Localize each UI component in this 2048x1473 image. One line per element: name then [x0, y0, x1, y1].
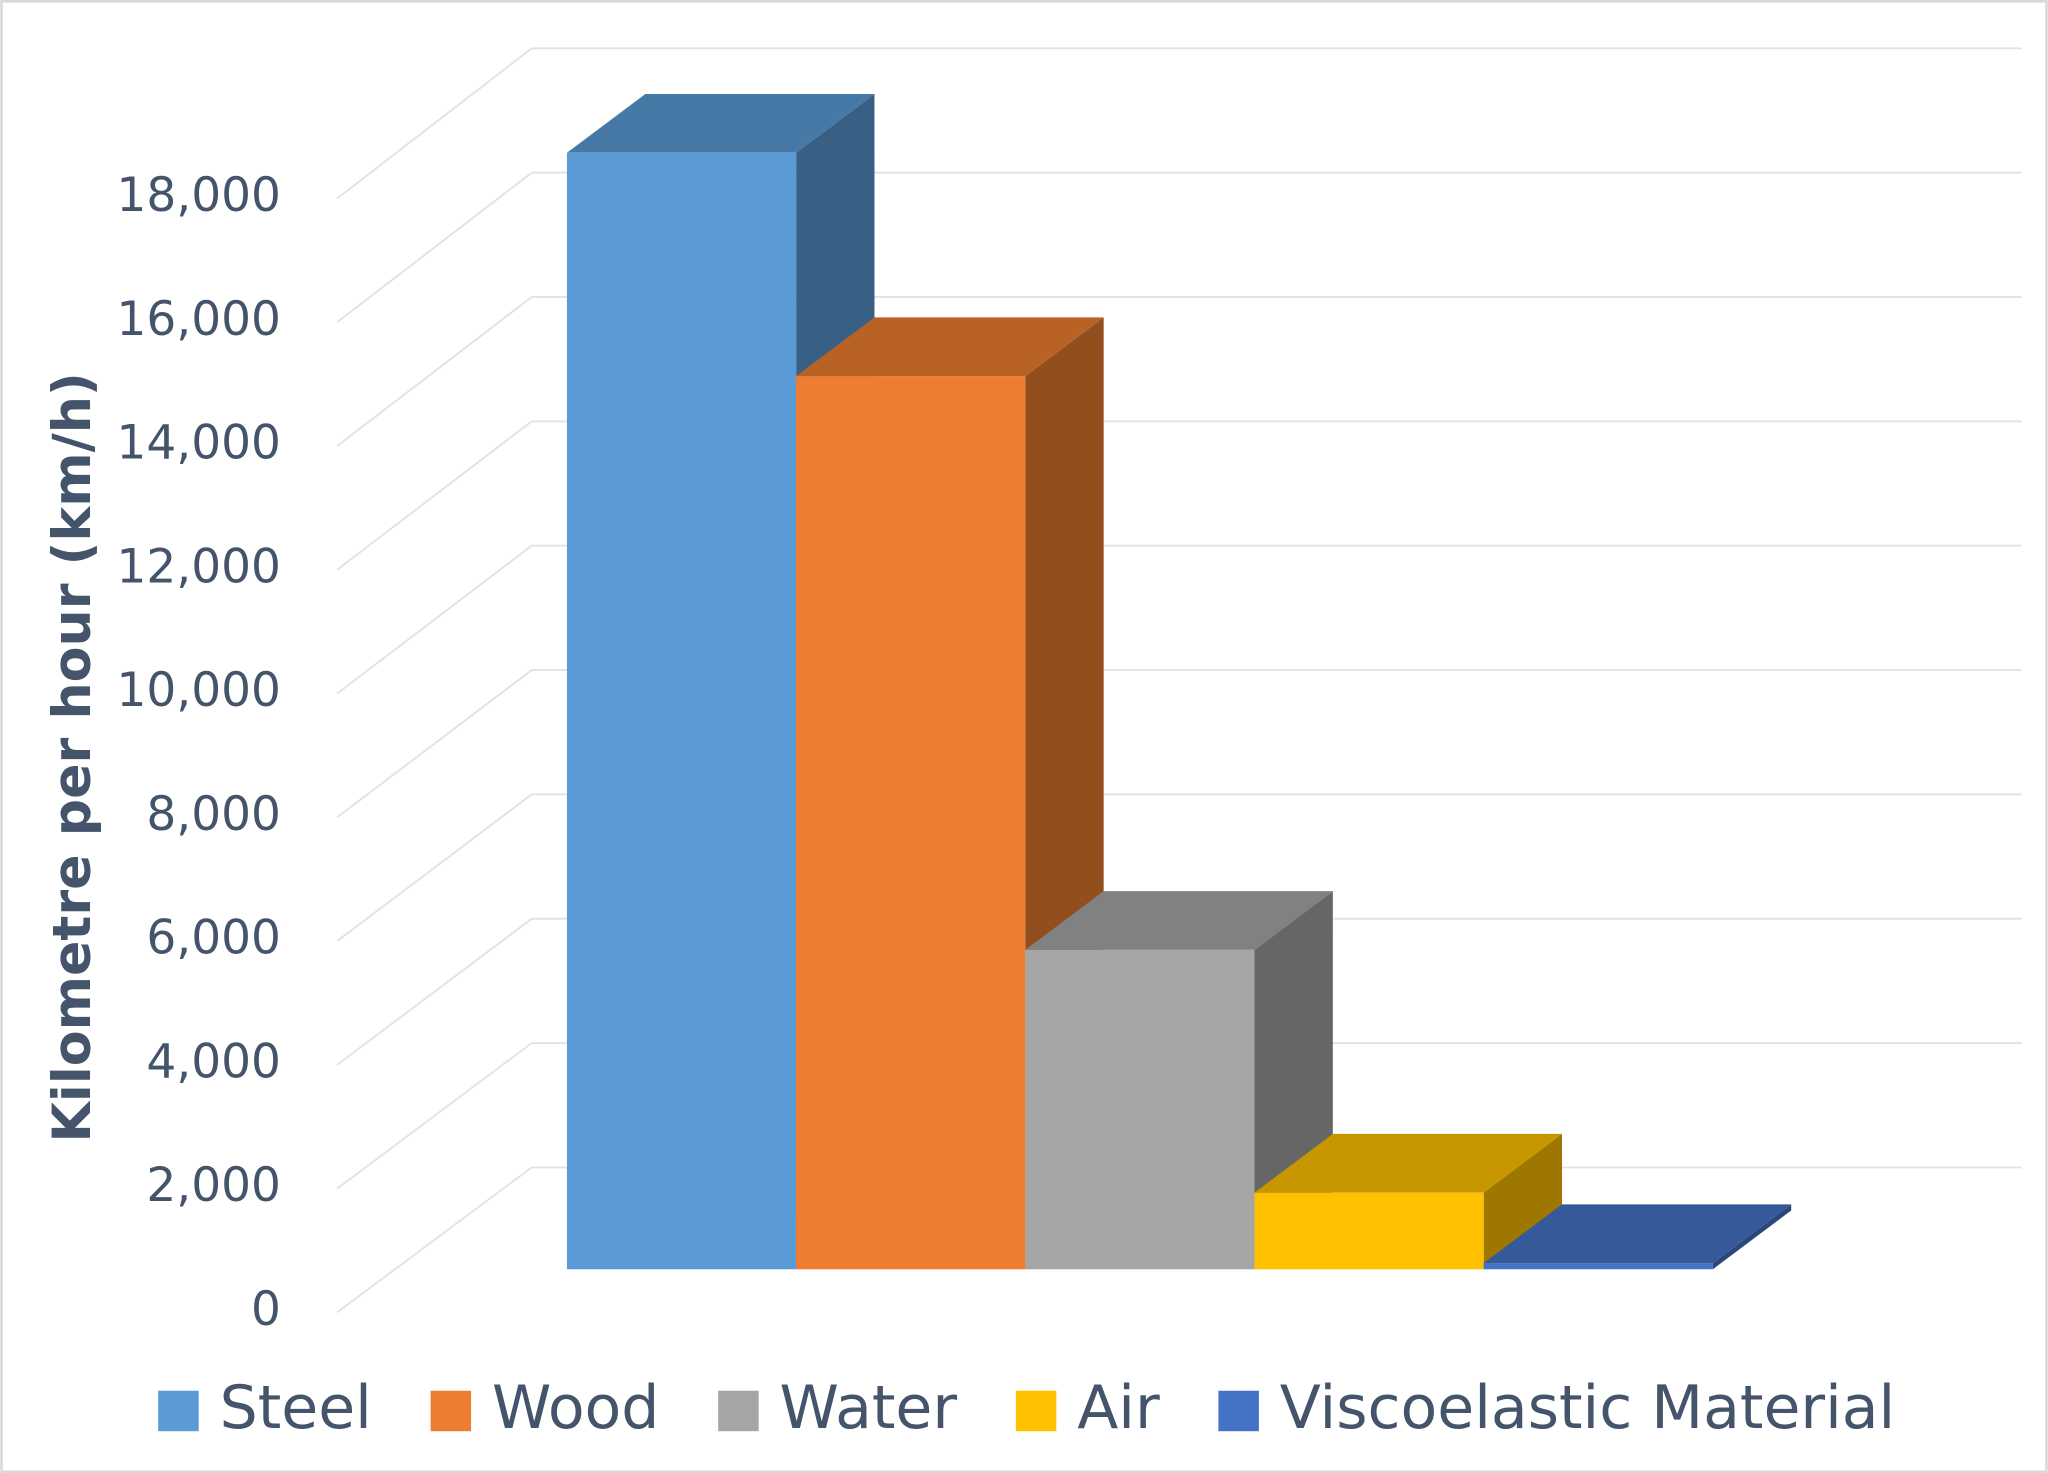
y-tick-label: 6,000: [146, 911, 281, 966]
legend-label: Viscoelastic Material: [1280, 1373, 1895, 1443]
legend-label: Wood: [492, 1373, 659, 1443]
y-tick-label: 16,000: [117, 292, 281, 347]
legend-swatch: [430, 1390, 472, 1432]
bar-top: [1025, 891, 1333, 950]
y-tick-label: 10,000: [117, 663, 281, 718]
bar: [566, 152, 797, 1270]
legend-label: Steel: [220, 1373, 372, 1443]
legend-label: Air: [1077, 1373, 1160, 1443]
grid-line: [336, 544, 2022, 695]
bar: [1483, 1263, 1713, 1270]
y-tick-label: 8,000: [146, 787, 281, 842]
legend-swatch: [158, 1390, 199, 1432]
bar-side: [1483, 1133, 1563, 1270]
legend-swatch: [1218, 1390, 1259, 1432]
y-tick-label: 12,000: [117, 539, 281, 594]
legend-label: Water: [780, 1373, 958, 1443]
bar-top: [796, 317, 1104, 377]
grid-line: [336, 296, 2022, 447]
grid-line: [336, 1042, 2022, 1190]
bar-top: [1483, 1204, 1792, 1264]
bar: [1254, 1192, 1484, 1270]
legend-swatch: [1015, 1390, 1057, 1432]
y-tick-label: 2,000: [146, 1158, 281, 1213]
grid-line: [336, 669, 2022, 819]
grid-line: [336, 47, 2022, 200]
grid-line: [336, 793, 2022, 942]
bar: [1025, 949, 1255, 1270]
y-tick-label: 0: [251, 1282, 281, 1337]
grid-line: [336, 917, 2022, 1066]
bar-top: [1254, 1133, 1563, 1193]
grid-line: [336, 171, 2022, 324]
bar: [796, 376, 1026, 1270]
y-tick-label: 14,000: [117, 416, 281, 471]
grid-line: [336, 420, 2022, 571]
bar-side: [1712, 1204, 1792, 1270]
y-axis-title: Kilometre per hour (km/h): [43, 372, 103, 1142]
y-tick-label: 18,000: [117, 168, 281, 223]
bar-top: [566, 94, 875, 153]
legend-swatch: [718, 1390, 759, 1432]
y-tick-label: 4,000: [146, 1034, 281, 1089]
